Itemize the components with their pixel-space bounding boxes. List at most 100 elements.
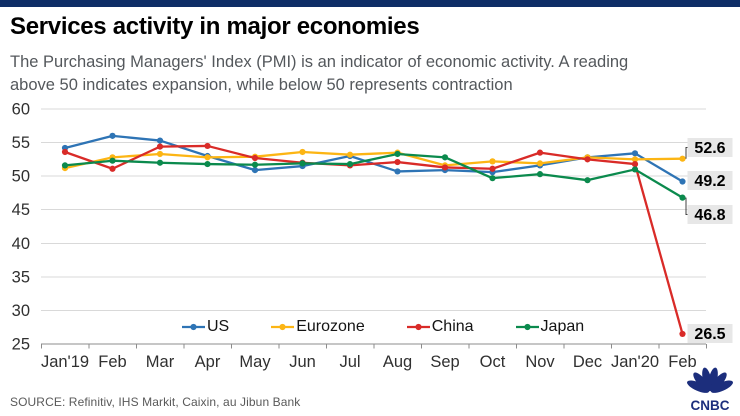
data-point-china [536, 149, 544, 156]
legend-item-us: US [182, 318, 229, 336]
data-point-eurozone [631, 156, 639, 163]
legend-label: China [431, 318, 474, 335]
data-point-us [394, 168, 401, 175]
data-point-china [394, 158, 401, 166]
legend-item-japan: Japan [515, 318, 585, 336]
data-point-china [441, 164, 449, 171]
label-leader-line [685, 197, 688, 215]
data-point-china [631, 160, 639, 168]
end-value-box [687, 205, 733, 224]
y-axis-label: 25 [12, 336, 30, 354]
end-value-label-china: 26.5 [694, 326, 725, 343]
y-axis-label: 55 [12, 134, 30, 152]
legend-marker-icon [182, 323, 205, 331]
data-point-japan [156, 159, 164, 166]
data-point-eurozone [299, 148, 306, 156]
legend-item-eurozone: Eurozone [271, 318, 365, 336]
data-point-us [251, 167, 259, 174]
x-axis-label: Feb [98, 353, 126, 371]
legend-label: US [207, 318, 230, 335]
x-axis-label: Feb [668, 353, 696, 371]
legend-item-china: China [406, 318, 474, 336]
data-point-eurozone [346, 151, 354, 158]
data-point-us [631, 150, 639, 157]
x-axis-label: Apr [195, 353, 221, 371]
data-point-china [156, 143, 164, 150]
data-point-japan [346, 160, 354, 168]
data-point-china [584, 156, 591, 163]
end-value-box [687, 324, 733, 343]
data-point-eurozone [536, 160, 544, 167]
data-point-china [109, 165, 116, 172]
end-value-label-us: 49.2 [694, 173, 725, 190]
subtitle-line-2: above 50 indicates expansion, while belo… [10, 76, 513, 94]
source-note: SOURCE: Refinitiv, IHS Markit, Caixin, a… [10, 395, 301, 409]
y-axis-label: 40 [12, 235, 30, 253]
legend-marker-dot [415, 323, 422, 331]
end-value-label-eurozone: 52.6 [694, 140, 725, 157]
y-axis-label: 50 [12, 168, 30, 186]
data-point-japan [584, 177, 591, 184]
data-point-china [251, 154, 259, 162]
x-axis-label: Nov [525, 353, 555, 371]
data-point-japan [679, 194, 686, 201]
data-point-japan [489, 175, 496, 182]
legend-marker-icon [406, 323, 430, 331]
data-point-us [109, 132, 116, 139]
legend-marker-icon [271, 323, 295, 331]
y-axis-label: 30 [12, 302, 30, 320]
data-point-eurozone [489, 158, 496, 165]
series-line-japan [64, 152, 684, 199]
x-axis-label: Jan'19 [41, 353, 89, 371]
data-point-japan [441, 154, 449, 161]
end-value-label-japan: 46.8 [694, 207, 725, 224]
data-point-china [204, 142, 211, 150]
legend-marker-icon [515, 323, 539, 331]
x-axis-label: Aug [383, 353, 412, 371]
data-point-japan [251, 161, 259, 168]
data-point-japan [394, 150, 401, 158]
data-point-china [679, 330, 686, 338]
label-leader-line [685, 147, 688, 159]
data-point-japan [299, 160, 306, 167]
legend-marker-dot [523, 323, 531, 331]
data-point-japan [204, 160, 211, 168]
x-axis-label: Mar [146, 353, 175, 371]
data-point-us [156, 137, 164, 144]
x-axis-label: Sep [430, 353, 459, 371]
data-point-eurozone [204, 154, 211, 161]
legend-marker-dot [279, 323, 286, 331]
x-axis-label: Oct [480, 353, 506, 371]
chart-legend: US Eurozone China Japan [182, 318, 584, 336]
data-point-japan [61, 162, 69, 169]
legend-label: Japan [540, 318, 585, 335]
legend-marker-dot [190, 323, 197, 331]
end-value-box [687, 138, 733, 157]
x-axis-label: Jun [289, 353, 316, 371]
data-point-us [679, 178, 686, 185]
x-axis-label: Jul [339, 353, 360, 371]
x-axis-label: Dec [573, 353, 602, 371]
x-axis-label: May [239, 353, 271, 371]
data-point-china [489, 165, 496, 172]
y-axis-label: 60 [12, 101, 30, 119]
page-subtitle: The Purchasing Managers' Index (PMI) is … [10, 51, 730, 97]
data-point-eurozone [156, 150, 164, 158]
top-accent-bar [0, 0, 740, 7]
subtitle-line-1: The Purchasing Managers' Index (PMI) is … [10, 53, 629, 71]
data-point-japan [109, 157, 116, 164]
data-point-china [61, 148, 69, 156]
y-axis-label: 45 [12, 201, 30, 219]
y-axis-label: 35 [12, 268, 30, 286]
end-value-box [687, 171, 733, 190]
series-line-china [64, 144, 684, 335]
data-point-japan [631, 166, 639, 173]
data-point-japan [536, 171, 544, 178]
cnbc-peacock-icon [687, 367, 733, 393]
data-point-eurozone [679, 155, 686, 162]
cnbc-logo-text: CNBC [691, 398, 730, 413]
cnbc-logo: CNBC [687, 367, 733, 413]
x-axis-label: Jan'20 [611, 353, 659, 371]
page-title: Services activity in major economies [10, 13, 420, 40]
